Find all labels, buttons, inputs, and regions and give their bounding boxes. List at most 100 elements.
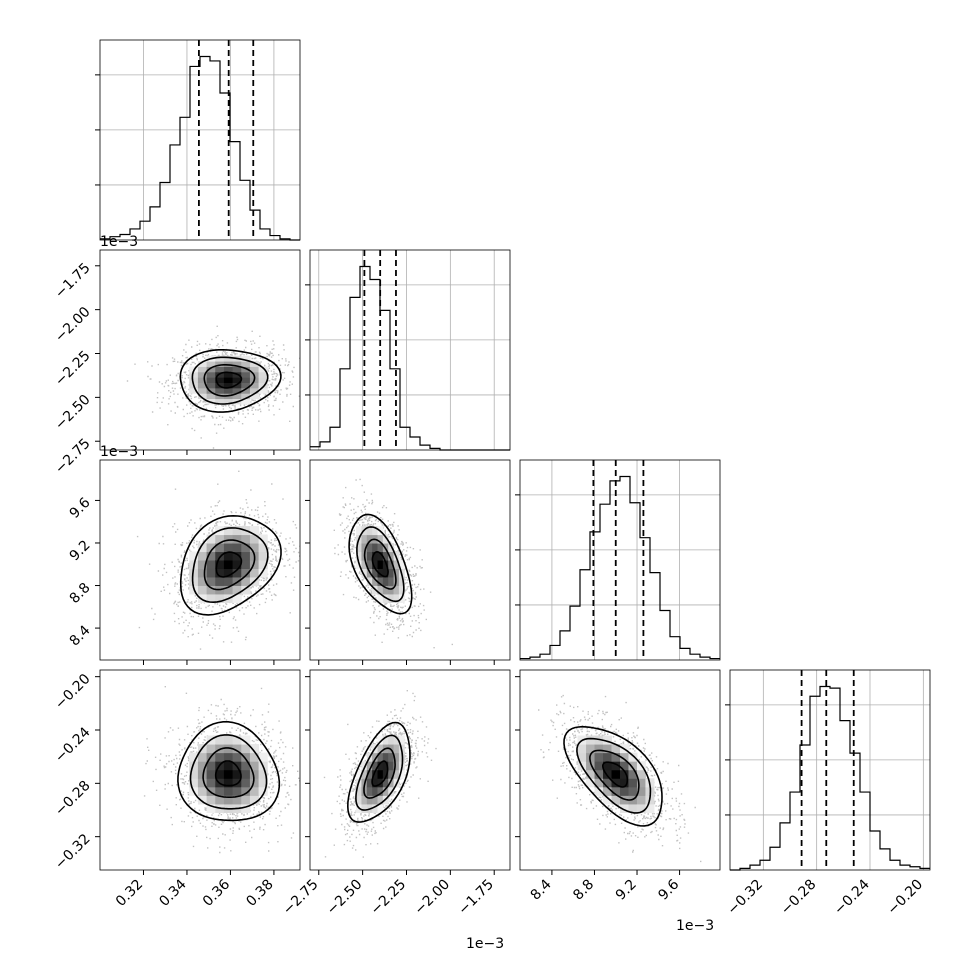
density-cell-1-0 xyxy=(258,371,268,378)
density-cell-2-0 xyxy=(241,543,251,553)
density-cell-2-1 xyxy=(356,551,362,561)
density-cell-2-0 xyxy=(197,560,208,569)
x-tick-label-1-0: −2.75 xyxy=(280,877,322,919)
density-cell-2-1 xyxy=(372,560,378,569)
density-cell-2-0 xyxy=(206,543,216,553)
density-cell-1-0 xyxy=(197,371,208,378)
density-cell-3-0 xyxy=(189,752,199,762)
density-cell-1-0 xyxy=(258,387,268,394)
density-cell-3-1 xyxy=(372,769,378,779)
density-cell-2-0 xyxy=(189,551,199,561)
density-cell-3-0 xyxy=(206,761,216,771)
density-cell-2-1 xyxy=(382,534,389,544)
panel-content-1-0 xyxy=(126,325,300,449)
density-cell-2-0 xyxy=(232,560,242,569)
density-cell-3-0 xyxy=(197,778,208,788)
density-cell-2-0 xyxy=(249,526,260,536)
density-cell-3-1 xyxy=(388,752,395,762)
density-cell-1-0 xyxy=(223,361,234,367)
density-cell-3-1 xyxy=(388,778,395,788)
density-cell-2-0 xyxy=(223,543,234,553)
density-cell-3-2 xyxy=(611,752,621,762)
density-cell-2-0 xyxy=(258,543,268,553)
density-cell-3-2 xyxy=(611,761,621,771)
density-cell-3-1 xyxy=(356,769,362,779)
density-cell-2-1 xyxy=(377,593,384,603)
density-cell-3-0 xyxy=(232,752,242,762)
density-cell-3-0 xyxy=(223,761,234,771)
density-cell-3-1 xyxy=(388,769,395,779)
contour-3-1-2 xyxy=(355,734,404,811)
density-cell-2-0 xyxy=(258,534,268,544)
contour-2-1-1 xyxy=(363,538,397,590)
scatter-panel-1-0 xyxy=(95,249,301,455)
density-cell-3-2 xyxy=(636,795,646,805)
density-cell-1-0 xyxy=(249,361,260,367)
density-cell-3-1 xyxy=(382,761,389,771)
density-cell-3-1 xyxy=(377,803,384,813)
contour-2-0-2 xyxy=(191,527,269,604)
panel-frame-2-0 xyxy=(99,459,301,661)
density-cell-3-1 xyxy=(382,769,389,779)
density-cell-3-0 xyxy=(223,795,234,805)
density-cell-2-0 xyxy=(241,568,251,578)
density-cell-3-0 xyxy=(249,769,260,779)
density-cell-1-0 xyxy=(206,371,216,378)
density-cell-1-0 xyxy=(206,382,216,389)
density-cell-3-1 xyxy=(398,735,405,745)
density-cell-1-0 xyxy=(241,361,251,367)
density-cell-2-1 xyxy=(366,576,373,586)
scatter-panel-2-1 xyxy=(305,459,511,665)
density-cell-2-0 xyxy=(241,576,251,586)
x-tick-label-2-3: 9.6 xyxy=(655,876,682,903)
density-cell-2-0 xyxy=(241,560,251,569)
density-cell-3-2 xyxy=(586,761,596,771)
density-cell-1-0 xyxy=(206,387,216,394)
density-cell-1-0 xyxy=(258,366,268,373)
density-cell-2-1 xyxy=(393,560,400,569)
density-cell-3-1 xyxy=(366,795,373,805)
x-tick-label-0-0: 0.32 xyxy=(113,877,146,910)
density-cell-2-1 xyxy=(361,543,368,553)
density-cell-2-1 xyxy=(372,568,378,578)
density-cell-3-2 xyxy=(603,761,613,771)
density-cell-3-2 xyxy=(603,752,613,762)
density-cell-3-1 xyxy=(372,761,378,771)
density-cell-2-0 xyxy=(215,534,225,544)
density-cell-2-0 xyxy=(258,560,268,569)
density-cell-1-0 xyxy=(223,371,234,378)
density-cell-1-0 xyxy=(249,387,260,394)
histogram-frame-2 xyxy=(519,459,721,661)
contour-2-0-3 xyxy=(179,514,282,616)
density-cell-3-1 xyxy=(393,752,400,762)
density-cell-3-0 xyxy=(249,795,260,805)
density-cell-3-2 xyxy=(586,769,596,779)
density-cell-3-2 xyxy=(611,778,621,788)
density-cell-3-2 xyxy=(619,769,629,779)
density-cell-3-2 xyxy=(603,769,613,779)
density-cell-3-1 xyxy=(377,769,384,779)
density-cell-3-0 xyxy=(215,735,225,745)
histogram-panel-2 xyxy=(515,459,721,661)
density-cell-3-0 xyxy=(258,769,268,779)
y-tick-label-3-2: −0.24 xyxy=(52,724,94,766)
density-cell-3-0 xyxy=(241,795,251,805)
x-tick-label-0-3: 0.38 xyxy=(243,877,276,910)
density-cell-3-1 xyxy=(361,761,368,771)
contour-3-0-0 xyxy=(214,760,242,787)
density-cell-3-1 xyxy=(361,769,368,779)
density-cell-2-1 xyxy=(388,568,395,578)
y-tick-label-1-3: −2.00 xyxy=(52,304,94,346)
density-cell-3-1 xyxy=(372,795,378,805)
contour-1-0-0 xyxy=(215,371,243,389)
density-cell-3-2 xyxy=(619,761,629,771)
density-cell-2-0 xyxy=(232,526,242,536)
density-cell-3-0 xyxy=(241,735,251,745)
density-cell-3-2 xyxy=(603,795,613,805)
density-cell-1-0 xyxy=(189,377,199,384)
density-cell-3-0 xyxy=(215,769,225,779)
density-cell-2-1 xyxy=(382,585,389,595)
density-cell-2-0 xyxy=(223,568,234,578)
density-cell-2-0 xyxy=(215,560,225,569)
density-cell-1-0 xyxy=(223,398,234,405)
